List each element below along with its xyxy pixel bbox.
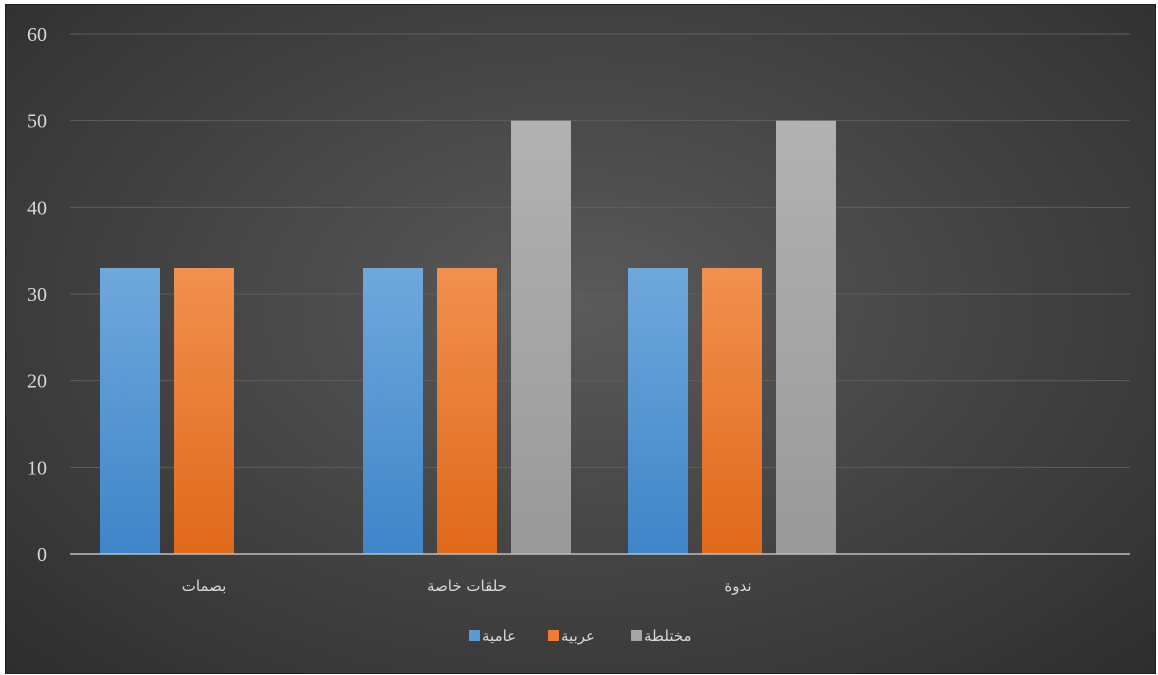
bar-0-1 <box>363 268 423 554</box>
bar-1-1 <box>437 268 497 554</box>
bar-2-1 <box>511 120 571 555</box>
gridlines <box>70 33 1130 468</box>
bar-0-0 <box>100 268 160 554</box>
x-axis: بصمات حلقات خاصة ندوة <box>70 553 1130 595</box>
y-tick-label: 60 <box>27 24 47 46</box>
bars <box>100 120 836 555</box>
bar-1-2 <box>702 268 762 554</box>
legend: عامية عربية مختلطة <box>469 627 692 645</box>
category-label: حلقات خاصة <box>427 577 507 595</box>
y-tick-label: 0 <box>37 544 47 566</box>
category-label: ندوة <box>724 577 751 595</box>
category-label: بصمات <box>182 577 227 595</box>
bar-0-2 <box>628 268 688 554</box>
legend-swatch <box>631 630 642 641</box>
y-axis: 0 10 20 30 40 50 60 <box>27 24 47 566</box>
bar-1-0 <box>174 268 234 554</box>
legend-label: عامية <box>482 627 516 645</box>
y-tick-label: 30 <box>27 284 47 306</box>
legend-label: مختلطة <box>644 627 692 645</box>
legend-swatch <box>548 630 559 641</box>
legend-label: عربية <box>561 627 595 645</box>
y-tick-label: 40 <box>27 197 47 219</box>
bar-2-2 <box>776 120 836 555</box>
y-tick-label: 20 <box>27 371 47 393</box>
y-tick-label: 50 <box>27 111 47 133</box>
y-tick-label: 10 <box>27 457 47 479</box>
legend-swatch <box>469 630 480 641</box>
